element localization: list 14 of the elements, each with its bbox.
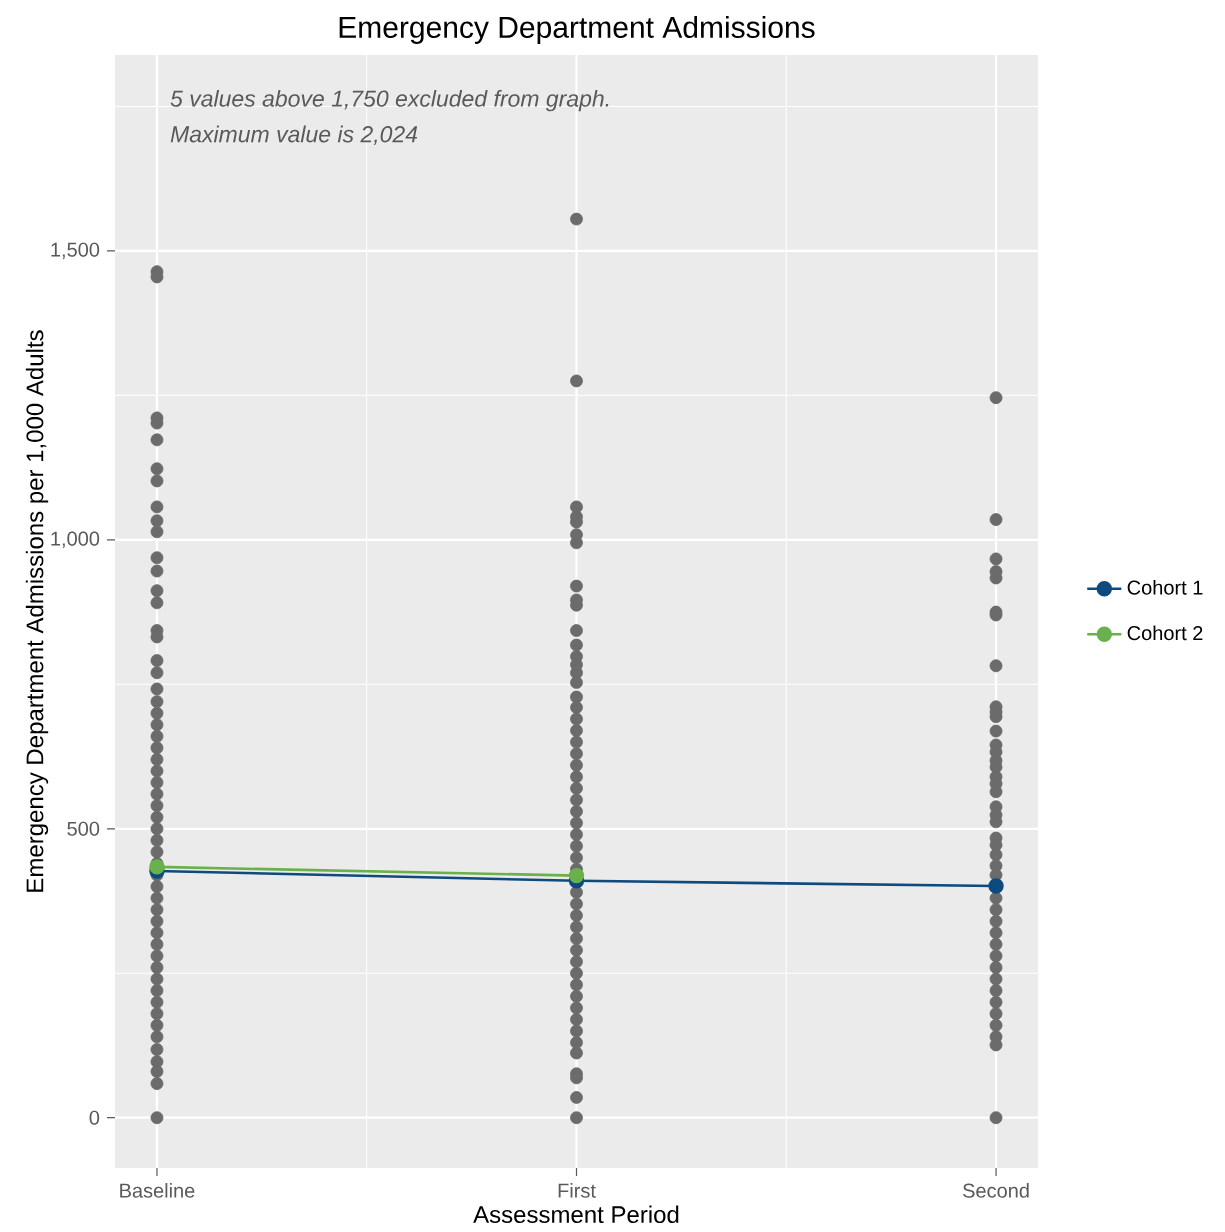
legend-label: Cohort 2 — [1127, 625, 1203, 641]
y-axis-title: Emergency Department Admissions per 1,000 Adults — [25, 330, 49, 892]
annotation: Maximum value is 2,024 — [170, 125, 418, 146]
x-tick-label: First — [558, 1183, 596, 1198]
y-tick-label: 1,500 — [51, 242, 100, 260]
x-tick-label: Baseline — [120, 1183, 195, 1198]
y-tick-label: 1,000 — [51, 531, 100, 549]
annotation: 5 values above 1,750 excluded from graph. — [170, 89, 609, 112]
y-tick-label: 500 — [67, 821, 100, 836]
chart-title: Emergency Department Admissions — [339, 15, 815, 44]
x-axis-title: Assessment Period — [473, 1205, 679, 1224]
legend-label: Cohort 1 — [1127, 580, 1203, 595]
y-tick-label: 0 — [89, 1110, 100, 1125]
x-tick-label: Second — [963, 1183, 1029, 1198]
